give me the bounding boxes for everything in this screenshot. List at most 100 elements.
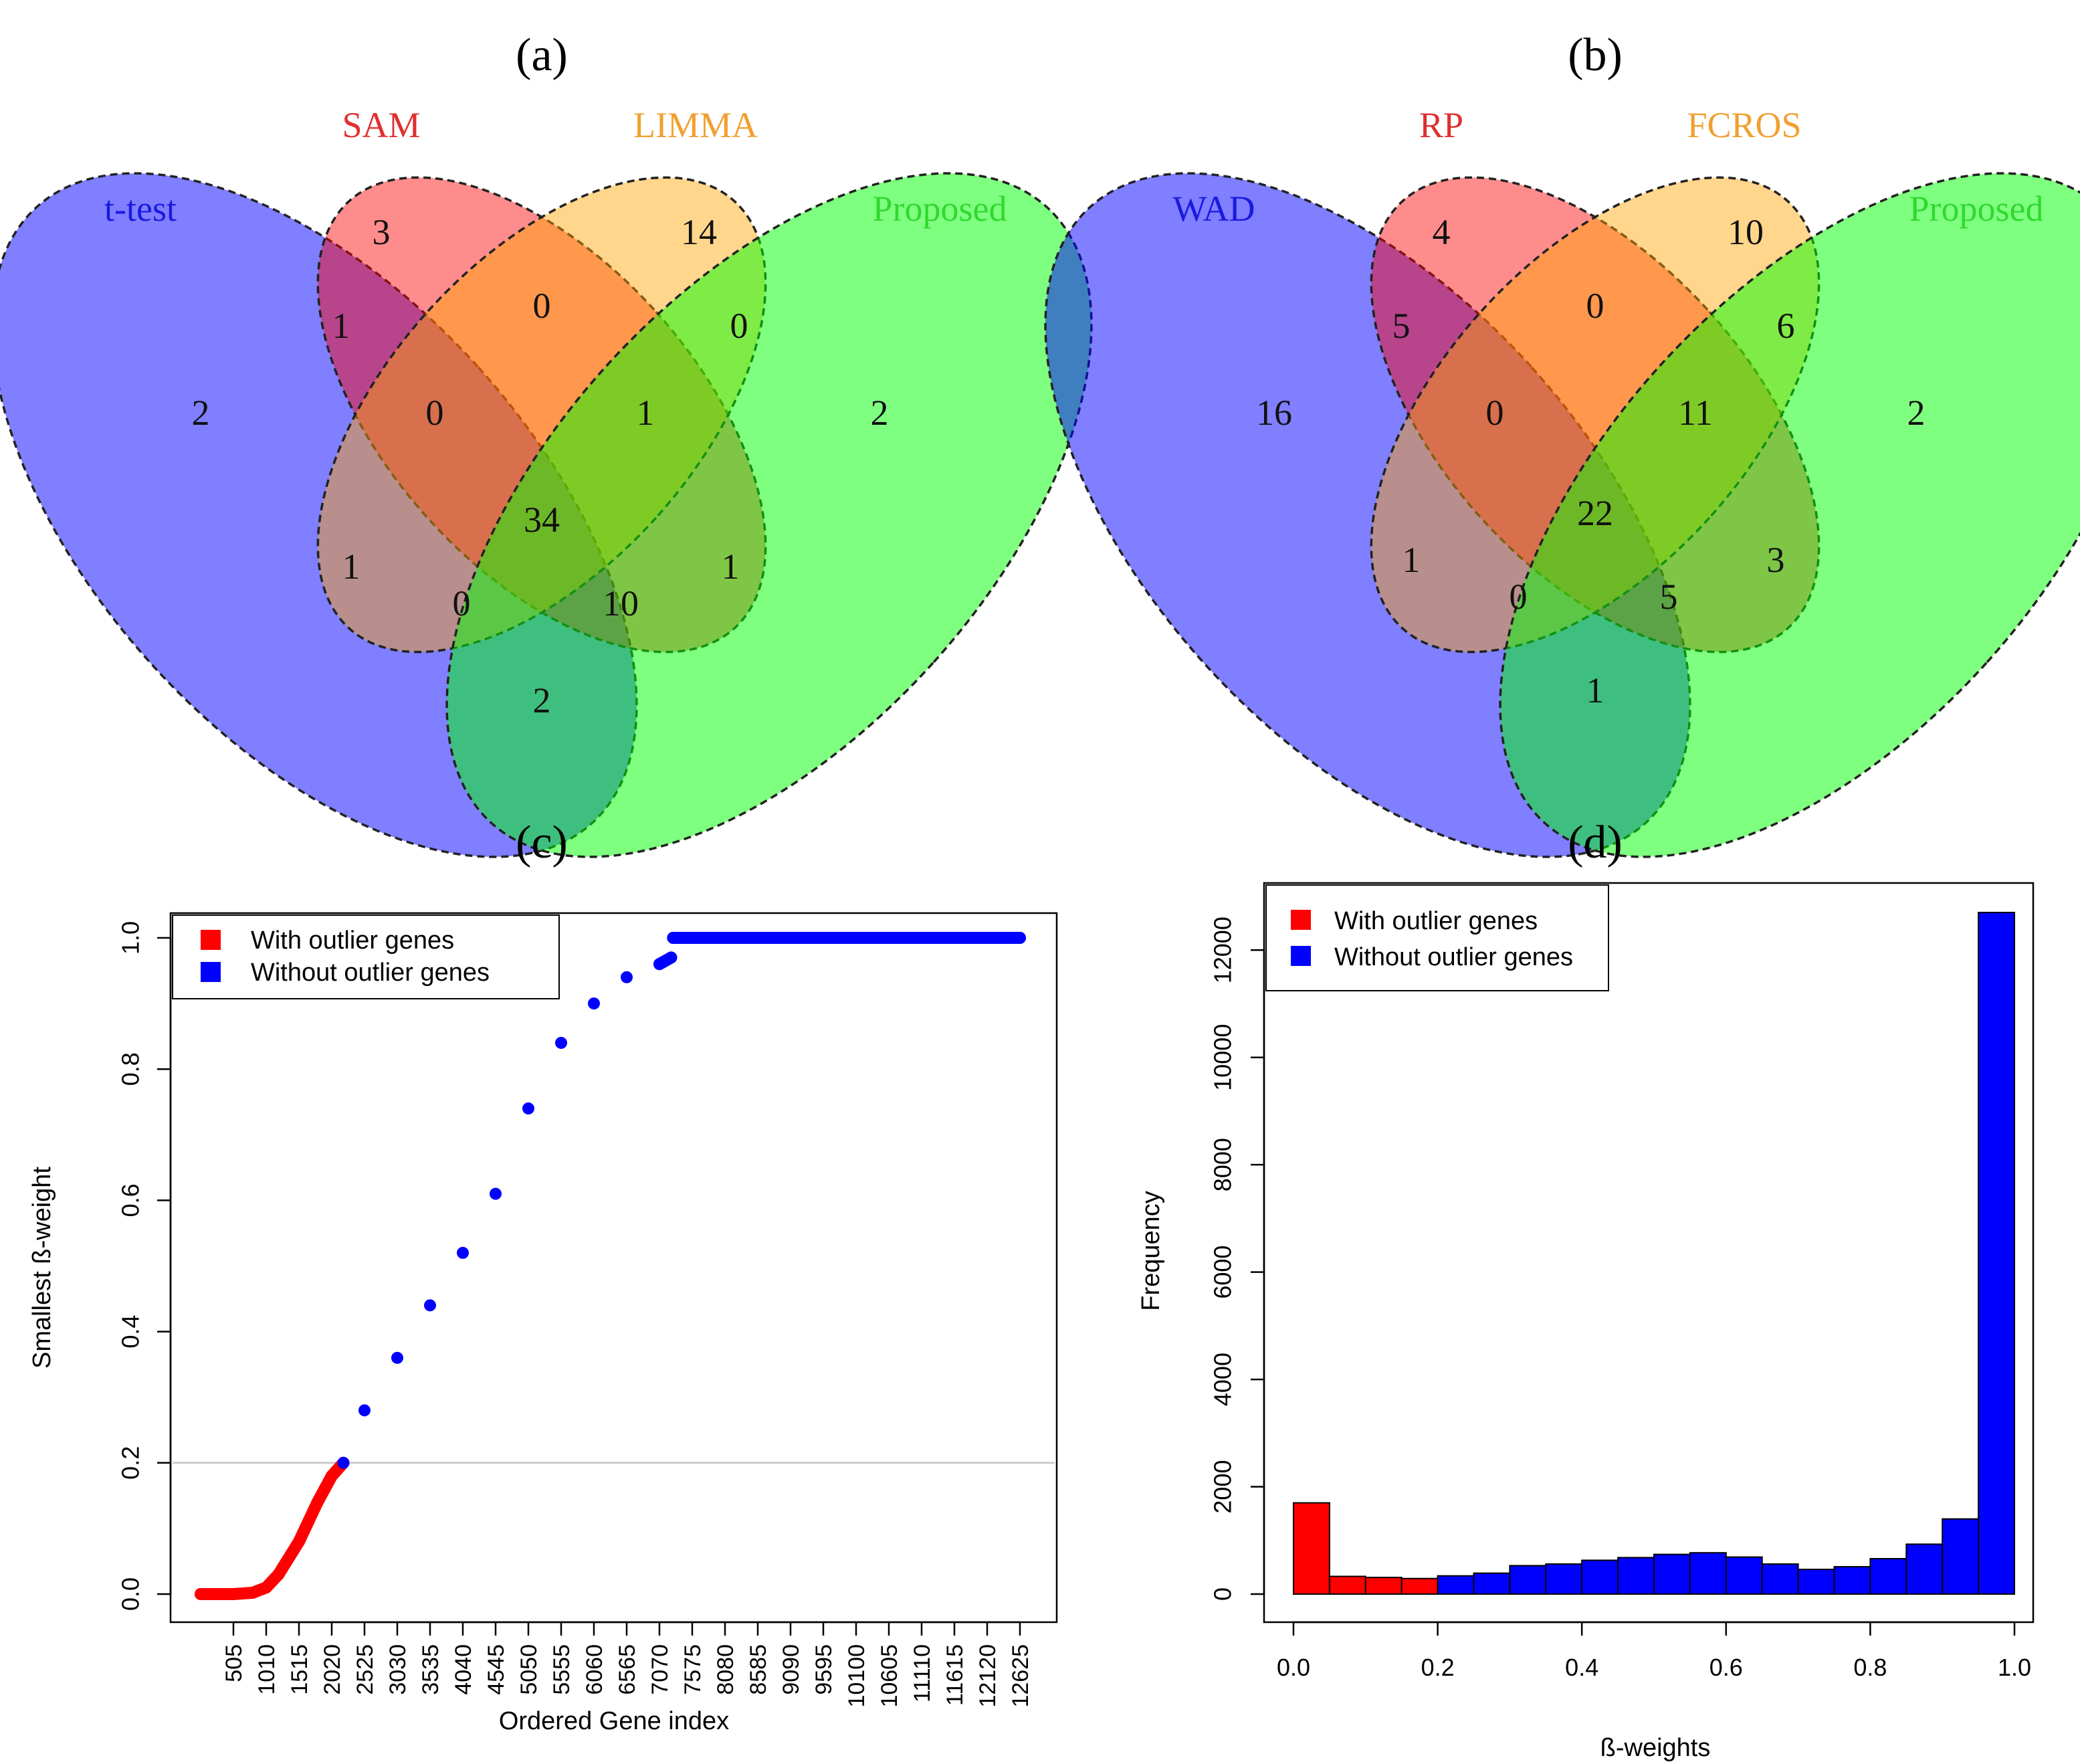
- chart-c-x-axis: 505 1010 1515 2020 2525 3030 3535 4040 4545 5050 5…: [221, 1621, 1033, 1708]
- chart-c-series: [195, 932, 1026, 1600]
- chart-d-legend-box: [1265, 884, 1609, 991]
- venn-b-count-D: 2: [1907, 393, 1926, 433]
- chart-c-x-tick-label: 3030: [385, 1644, 411, 1695]
- chart-c: (c) 0.0 0.2 0.4 0.6 0.8 1.0 505 1010 1515 2020 25…: [28, 817, 1058, 1735]
- chart-c-x-tick-label: 9595: [811, 1644, 837, 1695]
- chart-d-legend-swatch-without: [1291, 946, 1311, 966]
- chart-d-bar: [1797, 1569, 1835, 1595]
- chart-c-point: [555, 1036, 567, 1049]
- chart-d-bar: [1689, 1552, 1727, 1595]
- chart-c-y-tick-label: 1.0: [117, 921, 144, 955]
- chart-c-x-tick-label: 12120: [975, 1644, 1001, 1708]
- chart-c-point: [195, 1588, 207, 1600]
- chart-d-bar: [1293, 1502, 1330, 1595]
- chart-d-x-tick-label: 0.4: [1565, 1654, 1598, 1681]
- chart-d-x-tick-label: 0.0: [1277, 1654, 1310, 1681]
- venn-a-count-C: 14: [681, 212, 717, 252]
- chart-d-y-tick-label: 0: [1209, 1587, 1237, 1601]
- chart-c-series-line: [195, 1456, 350, 1600]
- chart-c-x-tick-label: 11110: [910, 1644, 935, 1702]
- chart-c-y-tick-label: 0.6: [117, 1183, 144, 1217]
- chart-c-point: [358, 1404, 371, 1417]
- chart-c-x-tick-label: 1010: [254, 1644, 280, 1695]
- chart-d-y-tick-label: 4000: [1209, 1353, 1237, 1406]
- chart-c-legend-label-with: With outlier genes: [251, 926, 454, 955]
- chart-d-x-axis: 0.0 0.2 0.4 0.6 0.8 1.0: [1277, 1621, 2031, 1681]
- chart-c-x-tick-label: 6565: [615, 1644, 640, 1695]
- chart-d-x-tick-label: 0.2: [1421, 1654, 1455, 1681]
- venn-b-count-CD: 6: [1777, 306, 1795, 346]
- venn-a-count-BC: 0: [533, 286, 551, 326]
- venn-b-set4-ellipse: [1499, 172, 2080, 858]
- venn-a-set3-name: LIMMA: [633, 105, 758, 145]
- chart-c-ylabel: Smallest ß-weight: [28, 1167, 56, 1369]
- chart-d-xlabel: ß-weights: [1600, 1734, 1711, 1762]
- chart-d-bar: [1364, 1577, 1402, 1595]
- chart-c-point: [667, 932, 680, 944]
- chart-c-point: [260, 1581, 272, 1594]
- venn-a-count-AD: 2: [533, 680, 551, 720]
- chart-d-x-tick-label: 1.0: [1998, 1654, 2031, 1681]
- venn-b: (b) WAD RP FCROS Proposed 16 4 10 2 5 0 …: [1044, 29, 2080, 858]
- chart-c-x-tick-label: 4040: [451, 1644, 476, 1695]
- chart-c-x-tick-label: 10100: [844, 1644, 869, 1708]
- venn-a-count-ABD: 10: [603, 583, 639, 623]
- chart-c-point: [293, 1535, 305, 1548]
- chart-c-plot-frame: [169, 912, 1058, 1624]
- venn-a-count-BCD: 1: [637, 393, 655, 433]
- venn-a-count-A: 2: [192, 393, 210, 433]
- venn-a-count-ABC: 0: [426, 393, 444, 433]
- venn-a-count-B: 3: [373, 212, 391, 252]
- panel-label-a: (a): [516, 29, 568, 81]
- chart-c-x-tick-label: 1515: [287, 1644, 312, 1695]
- chart-c-x-tick-label: 7575: [680, 1644, 706, 1695]
- panel-label-d: (d): [1568, 817, 1623, 868]
- chart-c-point: [311, 1496, 324, 1508]
- chart-c-point: [424, 1299, 436, 1312]
- venn-a-count-ACD: 0: [453, 583, 471, 623]
- chart-c-x-tick-label: 7070: [647, 1644, 673, 1695]
- chart-d-bar: [1978, 912, 2016, 1595]
- venn-b-set3-name: FCROS: [1687, 105, 1801, 145]
- chart-c-point: [337, 1456, 350, 1469]
- panel-label-c: (c): [516, 817, 568, 868]
- chart-c-point: [272, 1568, 285, 1581]
- chart-c-y-tick-label: 0.2: [117, 1446, 144, 1480]
- chart-d-legend-label-with: With outlier genes: [1334, 907, 1538, 935]
- chart-c-x-tick-label: 6060: [582, 1644, 607, 1695]
- chart-c-x-tick-label: 3535: [418, 1644, 443, 1695]
- venn-b-set4-name: Proposed: [1909, 189, 2044, 229]
- chart-c-point: [457, 1246, 469, 1259]
- chart-d-y-tick-label: 6000: [1209, 1246, 1237, 1299]
- chart-c-legend-swatch-with: [201, 930, 221, 950]
- chart-c-x-tick-label: 9090: [778, 1644, 804, 1695]
- venn-a-set4-ellipse: [445, 172, 1093, 858]
- chart-c-legend-label-without: Without outlier genes: [251, 959, 490, 987]
- venn-a-count-AC: 1: [342, 547, 360, 587]
- venn-b-set2-name: RP: [1419, 105, 1463, 145]
- chart-c-x-tick-label: 10605: [877, 1644, 902, 1708]
- chart-c-y-tick-label: 0.8: [117, 1052, 144, 1086]
- chart-d-bar: [1328, 1575, 1366, 1595]
- chart-d-legend-swatch-with: [1291, 910, 1311, 930]
- chart-d-bar: [1617, 1557, 1655, 1595]
- venn-b-count-ACD: 0: [1510, 577, 1528, 617]
- chart-c-x-tick-label: 8080: [713, 1644, 738, 1695]
- chart-d-bar: [1942, 1518, 1980, 1595]
- chart-d-bar: [1725, 1556, 1763, 1595]
- panel-label-b: (b): [1568, 29, 1623, 81]
- chart-d-bars: [1293, 912, 2016, 1595]
- chart-d-bar: [1833, 1566, 1871, 1595]
- venn-b-count-ABC: 0: [1486, 393, 1504, 433]
- chart-d-bar: [1509, 1565, 1547, 1595]
- venn-b-count-A: 16: [1256, 393, 1292, 433]
- chart-d-bar: [1581, 1559, 1619, 1595]
- chart-c-x-tick-label: 5555: [549, 1644, 575, 1695]
- chart-d-bar: [1545, 1563, 1583, 1595]
- chart-c-point: [621, 971, 633, 983]
- venn-b-count-BC: 0: [1586, 286, 1604, 326]
- chart-d-plot-frame: [1263, 882, 2035, 1624]
- chart-c-point: [522, 1102, 534, 1115]
